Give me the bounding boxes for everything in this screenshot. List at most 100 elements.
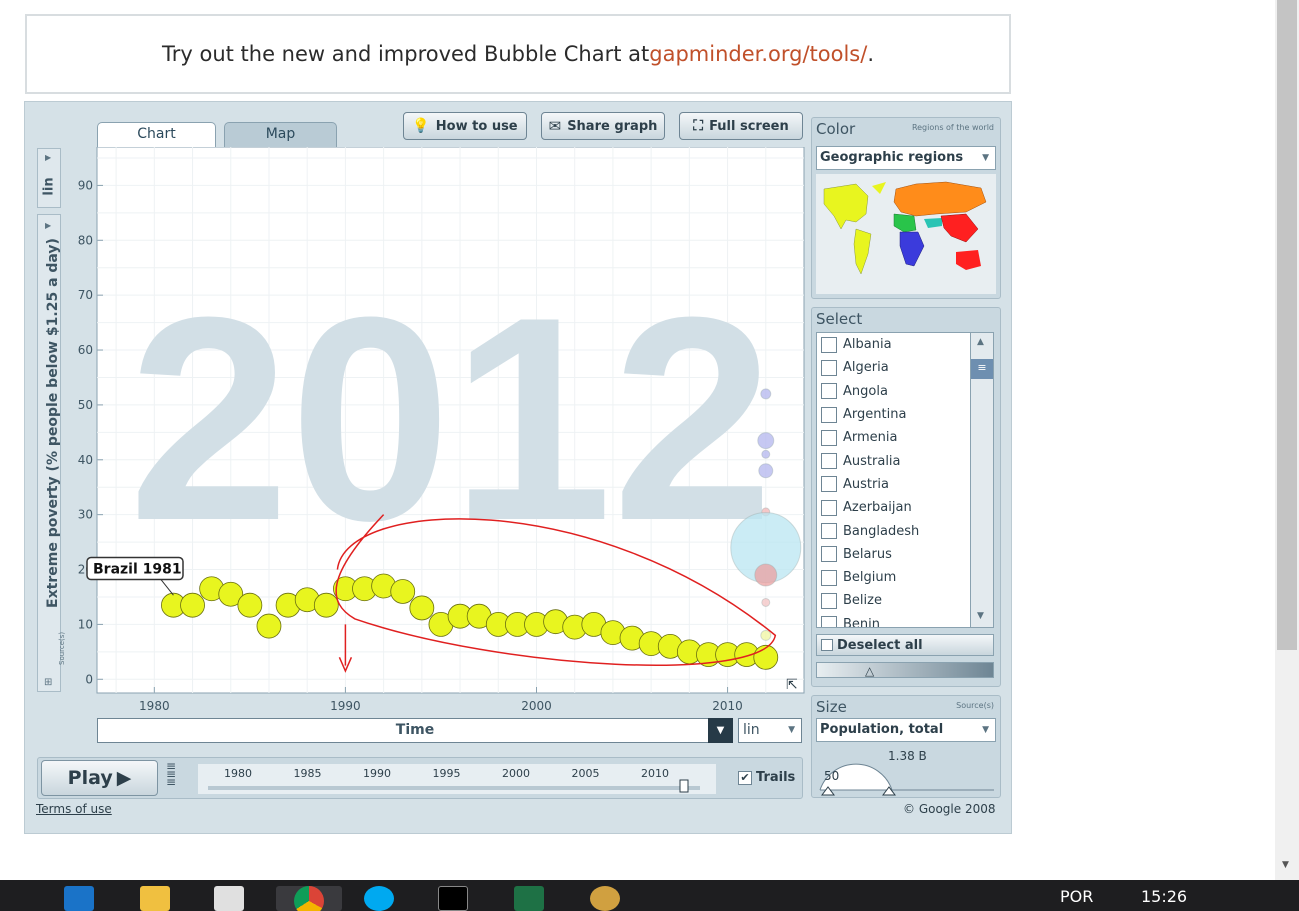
language-indicator[interactable]: POR xyxy=(1060,887,1094,906)
slider-handle[interactable] xyxy=(679,779,689,793)
world-regions-map[interactable] xyxy=(816,174,996,294)
opacity-slider[interactable]: △ xyxy=(816,662,994,678)
share-graph-label: Share graph xyxy=(567,118,658,134)
zoom-icon: ⇱ xyxy=(786,677,798,693)
size-panel: Size Source(s) Population, total ▼ 1.38 … xyxy=(811,695,1001,798)
list-item[interactable]: Belarus xyxy=(817,543,993,566)
color-dropdown[interactable]: Geographic regions ▼ xyxy=(816,146,996,170)
country-name: Austria xyxy=(843,476,889,492)
scroll-thumb[interactable]: ≡ xyxy=(971,359,993,379)
list-item[interactable]: Armenia xyxy=(817,426,993,449)
store-icon[interactable] xyxy=(214,886,244,911)
skype-icon[interactable] xyxy=(364,886,394,911)
full-screen-button[interactable]: ⛶ Full screen xyxy=(679,112,803,140)
slider-year-label: 1980 xyxy=(224,767,252,780)
chevron-down-icon: ▼ xyxy=(788,725,795,735)
checkbox-icon[interactable] xyxy=(821,476,837,493)
slider-year-label: 2010 xyxy=(641,767,669,780)
select-panel-title: Select xyxy=(816,310,863,328)
checkbox-icon[interactable] xyxy=(821,569,837,586)
y-axis-selector[interactable]: ▶ Extreme poverty (% people below $1.25 … xyxy=(37,214,66,692)
checkbox-icon[interactable] xyxy=(821,592,837,609)
share-graph-button[interactable]: ✉ Share graph xyxy=(541,112,665,140)
trails-toggle[interactable]: ✔ Trails xyxy=(738,770,795,785)
size-dropdown[interactable]: Population, total ▼ xyxy=(816,718,996,742)
color-panel: Color Regions of the world Geographic re… xyxy=(811,117,1001,299)
tooltip-box xyxy=(86,556,184,581)
x-axis-selector[interactable]: Time xyxy=(97,718,733,743)
banner-suffix: . xyxy=(867,42,874,66)
list-item[interactable]: Benin xyxy=(817,613,993,627)
size-min-handle[interactable] xyxy=(821,786,835,796)
list-item[interactable]: Belgium xyxy=(817,566,993,589)
how-to-use-button[interactable]: 💡 How to use xyxy=(403,112,527,140)
country-name: Australia xyxy=(843,453,901,469)
list-item[interactable]: Belize xyxy=(817,589,993,612)
chevron-down-icon[interactable]: ▼ xyxy=(1282,860,1289,870)
list-item[interactable]: Azerbaijan xyxy=(817,496,993,519)
size-range-control[interactable]: 1.38 B 50 xyxy=(816,744,998,796)
color-panel-subtitle: Regions of the world xyxy=(911,123,994,132)
list-item[interactable]: Australia xyxy=(817,449,993,472)
country-name: Belarus xyxy=(843,546,892,562)
checkbox-icon[interactable] xyxy=(821,499,837,516)
y-tick-label: 50 xyxy=(78,398,93,412)
tab-chart[interactable]: Chart xyxy=(97,122,216,147)
chrome-icon[interactable] xyxy=(276,886,342,911)
country-bubble xyxy=(760,388,772,400)
checkbox-icon[interactable] xyxy=(821,383,837,400)
checkbox-icon[interactable] xyxy=(821,616,837,627)
terminal-icon[interactable] xyxy=(438,886,468,911)
checkbox-icon[interactable] xyxy=(821,453,837,470)
edge-icon[interactable] xyxy=(64,886,94,911)
excel-icon[interactable] xyxy=(514,886,544,911)
country-list-scrollbar[interactable]: ▲ ≡ ▼ xyxy=(970,333,993,627)
list-item[interactable]: Austria xyxy=(817,473,993,496)
time-slider[interactable]: 1980 1985 1990 1995 2000 2005 2010 xyxy=(198,764,716,794)
tab-map[interactable]: Map xyxy=(224,122,337,147)
list-item[interactable]: Algeria xyxy=(817,356,993,379)
checkbox-icon[interactable] xyxy=(821,359,837,376)
announcement-banner: Try out the new and improved Bubble Char… xyxy=(25,14,1011,94)
speed-icon[interactable]: ≡ ≡ ≡ xyxy=(166,759,177,789)
checkbox-icon[interactable] xyxy=(821,429,837,446)
chevron-down-icon[interactable]: ▼ xyxy=(977,611,984,621)
play-icon: ▶ xyxy=(116,767,132,789)
checkbox-icon[interactable] xyxy=(821,523,837,540)
trails-label: Trails xyxy=(756,770,796,785)
y-scale-selector[interactable]: ▶ lin xyxy=(37,148,61,208)
list-item[interactable]: Albania xyxy=(817,333,993,356)
y-tick-label: 40 xyxy=(78,453,93,467)
size-source-label: Source(s) xyxy=(956,701,994,710)
x-axis-title: Time xyxy=(395,722,435,738)
size-max-handle[interactable] xyxy=(882,786,896,796)
file-explorer-icon[interactable] xyxy=(140,886,170,911)
country-bubble xyxy=(760,629,772,641)
deselect-all-button[interactable]: Deselect all xyxy=(816,634,994,656)
gapminder-tools-link[interactable]: gapminder.org/tools/ xyxy=(649,42,868,66)
checkbox-icon[interactable] xyxy=(821,336,837,353)
checkbox-icon[interactable] xyxy=(821,546,837,563)
caret-down-icon: ▼ xyxy=(716,725,725,736)
checkbox-icon[interactable] xyxy=(821,406,837,423)
fullscreen-icon: ⛶ xyxy=(693,118,704,134)
slider-year-label: 1985 xyxy=(294,767,322,780)
slider-handle-icon[interactable]: △ xyxy=(865,664,875,678)
paint-icon[interactable] xyxy=(590,886,620,911)
list-item[interactable]: Argentina xyxy=(817,403,993,426)
list-item[interactable]: Bangladesh xyxy=(817,519,993,542)
play-button[interactable]: Play ▶ xyxy=(41,760,158,796)
country-name: Angola xyxy=(843,383,888,399)
x-scale-selector[interactable]: lin ▼ xyxy=(738,718,802,743)
list-item[interactable]: Angola xyxy=(817,380,993,403)
page-scrollbar[interactable]: ▼ xyxy=(1275,0,1299,880)
brazil-bubble xyxy=(753,644,779,670)
slider-track[interactable] xyxy=(208,786,700,790)
x-axis-dropdown-button[interactable]: ▼ xyxy=(708,718,733,743)
color-panel-title: Color xyxy=(816,120,856,138)
chevron-up-icon[interactable]: ▲ xyxy=(977,337,984,347)
page-scroll-thumb[interactable] xyxy=(1277,0,1297,650)
clock[interactable]: 15:26 xyxy=(1141,887,1188,906)
terms-of-use-link[interactable]: Terms of use xyxy=(36,802,112,816)
